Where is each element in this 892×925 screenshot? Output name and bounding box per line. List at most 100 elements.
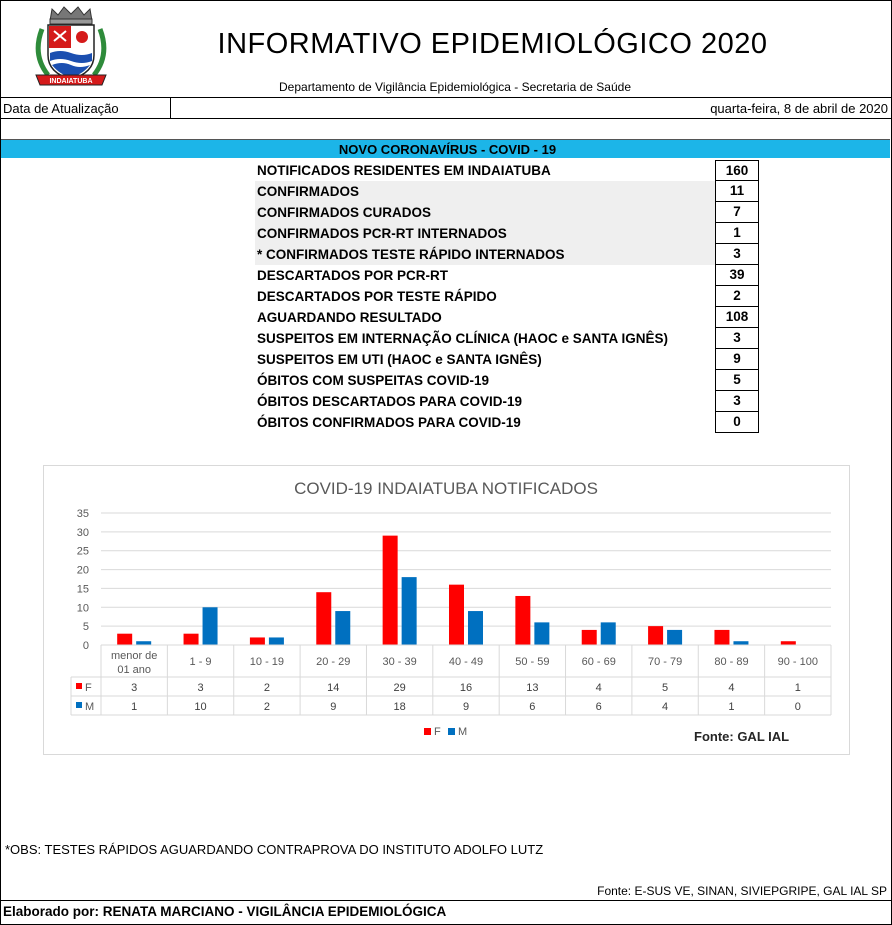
stat-label: NOTIFICADOS RESIDENTES EM INDAIATUBA xyxy=(257,163,551,178)
stat-value: 2 xyxy=(715,286,759,307)
stat-label: CONFIRMADOS PCR-RT INTERNADOS xyxy=(255,223,715,244)
stat-row: AGUARDANDO RESULTADO 108 xyxy=(255,307,763,328)
stat-value: 1 xyxy=(715,223,759,244)
bar-f xyxy=(515,595,531,645)
bar-m xyxy=(401,577,417,645)
x-tick-label: 10 - 19 xyxy=(250,656,284,668)
stat-row: DESCARTADOS POR TESTE RÁPIDO 2 xyxy=(255,286,763,307)
stat-row: SUSPEITOS EM INTERNAÇÃO CLÍNICA (HAOC e … xyxy=(255,328,763,349)
bar-m xyxy=(136,641,152,645)
stat-value: 11 xyxy=(715,181,759,202)
stat-label: ÓBITOS DESCARTADOS PARA COVID-19 xyxy=(257,394,523,409)
data-label-m: 4 xyxy=(662,701,668,713)
x-tick-label: 30 - 39 xyxy=(383,656,417,668)
y-tick-label: 15 xyxy=(77,583,89,595)
data-label-f: 4 xyxy=(596,682,602,694)
data-label-m: 0 xyxy=(795,701,801,713)
bar-f xyxy=(117,633,133,645)
bar-m xyxy=(335,611,351,645)
table-series-label: F xyxy=(85,682,92,694)
stat-label: SUSPEITOS EM UTI (HAOC e SANTA IGNÊS) xyxy=(257,352,542,367)
chart-frame xyxy=(43,465,850,755)
stat-row: CONFIRMADOS CURADOS 7 xyxy=(255,202,763,223)
notified-by-age-chart: COVID-19 INDAIATUBA NOTIFICADOS051015202… xyxy=(70,479,832,744)
bar-m xyxy=(268,637,284,645)
stat-label: CONFIRMADOS CURADOS xyxy=(255,202,715,223)
stat-label: ÓBITOS COM SUSPEITAS COVID-19 xyxy=(257,373,490,388)
y-tick-label: 30 xyxy=(77,527,89,539)
bar-m xyxy=(534,622,550,645)
data-label-m: 9 xyxy=(463,701,469,713)
stat-row: DESCARTADOS POR PCR-RT 39 xyxy=(255,265,763,286)
data-label-f: 1 xyxy=(795,682,801,694)
data-label-f: 16 xyxy=(460,682,472,694)
update-divider xyxy=(170,98,171,118)
table-series-label: M xyxy=(85,701,94,713)
legend-label: F xyxy=(434,726,441,738)
bar-m xyxy=(202,607,218,645)
stat-value: 9 xyxy=(715,349,759,370)
stat-value: 3 xyxy=(715,328,759,349)
page-subtitle: Departamento de Vigilância Epidemiológic… xyxy=(279,80,631,94)
bar-m xyxy=(468,611,483,645)
x-tick-label: 40 - 49 xyxy=(449,656,483,668)
stat-value: 39 xyxy=(715,265,759,286)
stat-value: 3 xyxy=(715,244,759,265)
stat-label: DESCARTADOS POR TESTE RÁPIDO xyxy=(257,289,497,304)
stat-label: * CONFIRMADOS TESTE RÁPIDO INTERNADOS xyxy=(255,244,715,265)
data-label-f: 13 xyxy=(526,682,538,694)
bar-m xyxy=(667,629,683,645)
data-label-m: 9 xyxy=(330,701,336,713)
data-label-m: 18 xyxy=(394,701,406,713)
y-tick-label: 0 xyxy=(83,640,89,652)
update-label: Data de Atualização xyxy=(3,101,119,116)
chart-source-note: Fonte: GAL IAL xyxy=(694,729,789,744)
stat-row: SUSPEITOS EM UTI (HAOC e SANTA IGNÊS) 9 xyxy=(255,349,763,370)
data-source-note: Fonte: E-SUS VE, SINAN, SIVIEPGRIPE, GAL… xyxy=(597,884,887,898)
chart-title: COVID-19 INDAIATUBA NOTIFICADOS xyxy=(294,479,598,498)
bar-f xyxy=(249,637,265,645)
crest-ribbon-text: INDAIATUBA xyxy=(49,78,92,85)
y-tick-label: 20 xyxy=(77,565,89,577)
stat-value: 108 xyxy=(715,307,759,328)
bar-f xyxy=(780,641,796,645)
bar-f xyxy=(581,629,597,645)
bar-f xyxy=(714,629,730,645)
data-label-f: 3 xyxy=(131,682,137,694)
bar-f xyxy=(648,626,664,645)
x-tick-label: 50 - 59 xyxy=(515,656,549,668)
bar-f xyxy=(316,592,332,645)
y-tick-label: 25 xyxy=(77,546,89,558)
stat-row: NOTIFICADOS RESIDENTES EM INDAIATUBA 160 xyxy=(255,160,763,181)
x-tick-label: 1 - 9 xyxy=(190,656,212,668)
stat-row: * CONFIRMADOS TESTE RÁPIDO INTERNADOS 3 xyxy=(255,244,763,265)
data-label-m: 1 xyxy=(728,701,734,713)
data-label-m: 1 xyxy=(131,701,137,713)
stats-table: NOTIFICADOS RESIDENTES EM INDAIATUBA 160 … xyxy=(255,160,763,433)
stat-label: CONFIRMADOS xyxy=(255,181,715,202)
observation-note: *OBS: TESTES RÁPIDOS AGUARDANDO CONTRAPR… xyxy=(5,842,544,857)
legend-label: M xyxy=(458,726,467,738)
x-tick-label: 60 - 69 xyxy=(582,656,616,668)
data-label-m: 2 xyxy=(264,701,270,713)
x-tick-label: menor de xyxy=(111,650,157,662)
bar-m xyxy=(600,622,616,645)
stat-row: CONFIRMADOS 11 xyxy=(255,181,763,202)
stat-row: ÓBITOS CONFIRMADOS PARA COVID-19 0 xyxy=(255,412,763,433)
bar-f xyxy=(449,584,464,645)
x-tick-label: 90 - 100 xyxy=(778,656,818,668)
page-title: INFORMATIVO EPIDEMIOLÓGICO 2020 xyxy=(217,28,768,60)
data-label-f: 2 xyxy=(264,682,270,694)
stat-value: 3 xyxy=(715,391,759,412)
stat-value: 5 xyxy=(715,370,759,391)
author-credit: Elaborado por: RENATA MARCIANO - VIGILÂN… xyxy=(3,904,447,919)
stat-label: ÓBITOS CONFIRMADOS PARA COVID-19 xyxy=(257,415,521,430)
table-legend-key-m xyxy=(76,702,82,708)
table-legend-key-f xyxy=(76,683,82,689)
data-label-f: 5 xyxy=(662,682,668,694)
update-date: quarta-feira, 8 de abril de 2020 xyxy=(710,101,888,116)
stat-label: AGUARDANDO RESULTADO xyxy=(257,310,442,325)
x-tick-label: 01 ano xyxy=(117,664,151,676)
x-tick-label: 70 - 79 xyxy=(648,656,682,668)
x-tick-label: 80 - 89 xyxy=(714,656,748,668)
